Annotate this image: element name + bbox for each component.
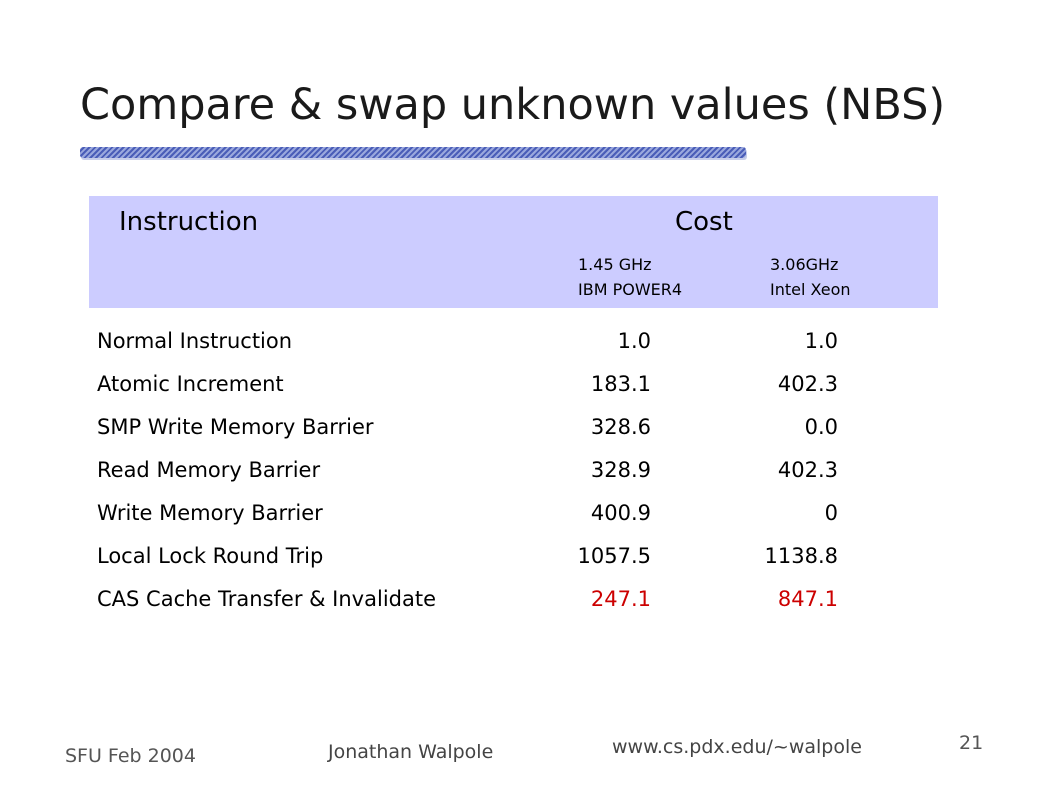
table-row: Write Memory Barrier 400.9 0 [97, 493, 857, 533]
footer-date: SFU Feb 2004 [65, 745, 196, 767]
cost-xeon: 1138.8 [764, 544, 838, 568]
machine-name: Intel Xeon [770, 280, 851, 299]
instruction-name: Normal Instruction [97, 329, 293, 353]
cost-xeon: 1.0 [804, 329, 838, 353]
page-number: 21 [959, 732, 984, 754]
footer-url: www.cs.pdx.edu/~walpole [612, 736, 862, 758]
header-cost: Cost [675, 207, 733, 237]
header-instruction: Instruction [119, 207, 259, 237]
cost-power4: 1057.5 [577, 544, 651, 568]
machine-speed: 3.06GHz [770, 255, 839, 274]
instruction-name: Write Memory Barrier [97, 501, 323, 525]
table-row-highlighted: CAS Cache Transfer & Invalidate 247.1 84… [97, 579, 857, 619]
header-machine-power4: 1.45 GHz IBM POWER4 [578, 252, 682, 302]
footer-author: Jonathan Walpole [328, 741, 494, 763]
cost-xeon: 0.0 [804, 415, 838, 439]
cost-xeon: 847.1 [777, 587, 838, 611]
cost-xeon: 0 [824, 501, 838, 525]
instruction-name: CAS Cache Transfer & Invalidate [97, 587, 437, 611]
title-underline [80, 147, 746, 158]
instruction-name: SMP Write Memory Barrier [97, 415, 374, 439]
cost-power4: 328.9 [590, 458, 651, 482]
cost-power4: 1.0 [617, 329, 651, 353]
cost-xeon: 402.3 [777, 372, 838, 396]
instruction-name: Atomic Increment [97, 372, 284, 396]
table-row: Atomic Increment 183.1 402.3 [97, 364, 857, 404]
instruction-name: Read Memory Barrier [97, 458, 321, 482]
table-row: Local Lock Round Trip 1057.5 1138.8 [97, 536, 857, 576]
instruction-name: Local Lock Round Trip [97, 544, 324, 568]
cost-power4: 328.6 [590, 415, 651, 439]
cost-power4: 183.1 [590, 372, 651, 396]
machine-name: IBM POWER4 [578, 280, 683, 299]
table-row: Normal Instruction 1.0 1.0 [97, 321, 857, 361]
header-machine-xeon: 3.06GHz Intel Xeon [770, 252, 851, 302]
table-row: Read Memory Barrier 328.9 402.3 [97, 450, 857, 490]
cost-power4: 400.9 [590, 501, 651, 525]
machine-speed: 1.45 GHz [578, 255, 652, 274]
table-header: Instruction Cost 1.45 GHz IBM POWER4 3.0… [89, 196, 938, 308]
cost-xeon: 402.3 [777, 458, 838, 482]
slide-title: Compare & swap unknown values (NBS) [80, 80, 946, 130]
table-row: SMP Write Memory Barrier 328.6 0.0 [97, 407, 857, 447]
cost-power4: 247.1 [590, 587, 651, 611]
